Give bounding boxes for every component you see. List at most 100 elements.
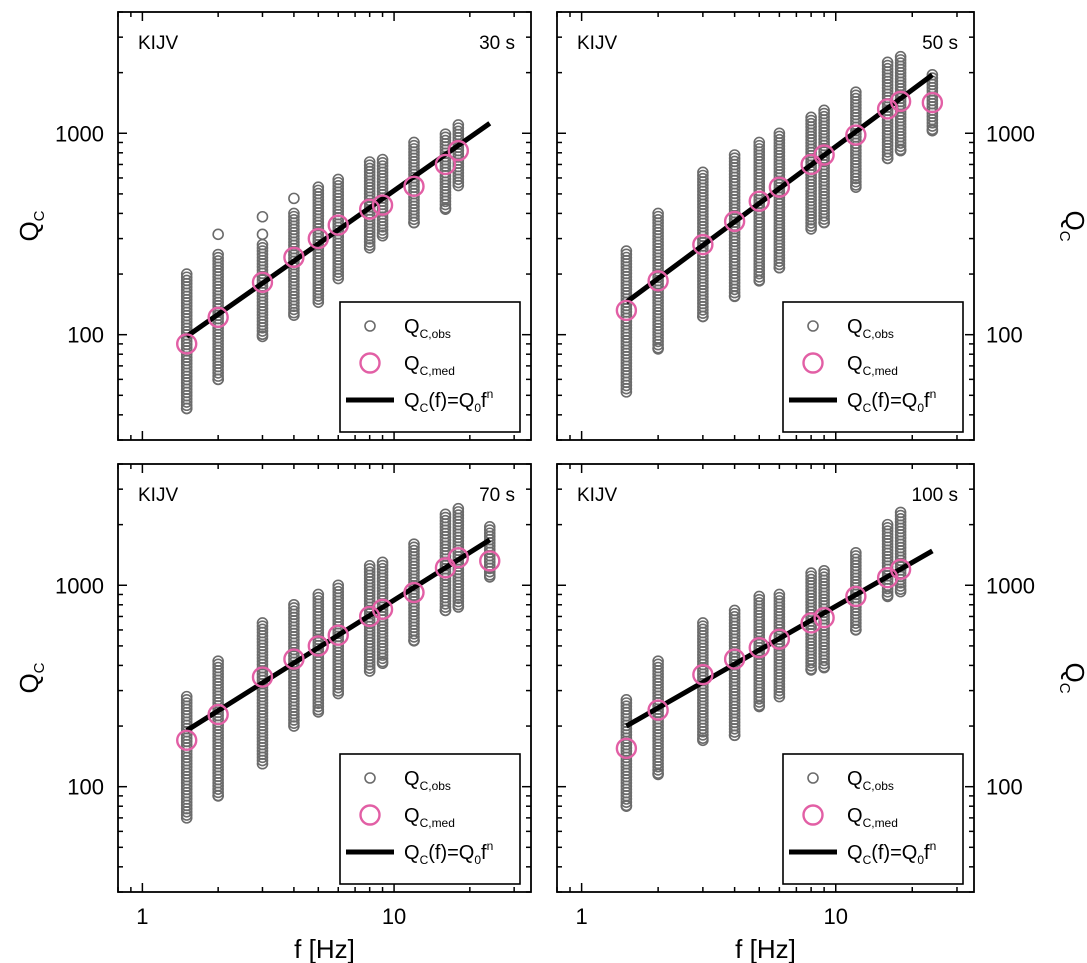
obs-point: [452, 601, 465, 613]
plot-frame: [556, 11, 975, 441]
obs-point: [439, 601, 452, 613]
median-point: [358, 198, 381, 220]
legend-label-obs: QC,obs: [404, 768, 451, 793]
legend-label-fit: QC(f)=Q0fn: [847, 387, 936, 415]
obs-point: [212, 228, 224, 241]
obs-point: [850, 620, 862, 633]
median-point: [307, 635, 330, 657]
obs-point: [312, 296, 325, 308]
median-point: [748, 190, 770, 212]
obs-point: [728, 290, 741, 303]
x-tick-label: 1: [576, 904, 588, 929]
obs-point: [332, 266, 345, 279]
obs-point: [408, 216, 420, 229]
obs-point: [697, 734, 709, 747]
obs-point: [452, 176, 465, 189]
legend-label-obs: QC,obs: [847, 316, 894, 341]
x-axis-label: f [Hz]: [735, 934, 796, 963]
obs-point: [408, 631, 420, 643]
median-point: [447, 547, 470, 569]
legend-box: [339, 301, 521, 433]
data-layer: [615, 50, 944, 398]
obs-point: [363, 665, 376, 677]
obs-point: [363, 241, 376, 254]
legend-obs-marker: [807, 320, 819, 332]
obs-point: [376, 652, 389, 665]
median-point: [327, 624, 349, 646]
median-point: [647, 699, 669, 721]
y-tick-label: 1000: [55, 121, 104, 146]
median-point: [251, 666, 274, 688]
median-point: [307, 227, 330, 250]
window-label: 30 s: [479, 33, 515, 54]
window-label: 100 s: [912, 485, 958, 506]
station-label: KIJV: [138, 33, 178, 54]
obs-point: [805, 660, 817, 672]
obs-point: [652, 768, 664, 781]
obs-point: [697, 725, 709, 738]
x-tick-label: 1: [136, 904, 148, 929]
obs-point: [212, 786, 224, 799]
obs-point: [818, 210, 830, 222]
obs-point: [850, 175, 862, 188]
legend-med-marker: [359, 352, 381, 374]
median-point: [723, 210, 746, 233]
obs-point: [376, 221, 389, 233]
obs-point: [850, 617, 862, 629]
obs-point: [753, 271, 766, 283]
median-point: [845, 124, 867, 146]
obs-point: [620, 800, 633, 813]
obs-point: [881, 149, 894, 161]
y-tick-label: 100: [986, 323, 1023, 348]
obs-point: [256, 751, 269, 764]
legend-box: [782, 301, 964, 433]
obs-point: [850, 172, 862, 185]
legend-label-med: QC,med: [404, 353, 455, 378]
obs-point: [439, 598, 452, 610]
median-point: [207, 306, 229, 328]
station-label: KIJV: [577, 485, 617, 506]
obs-point: [332, 269, 345, 282]
obs-point: [753, 693, 766, 705]
obs-point: [439, 195, 452, 208]
legend: QC,obs QC,med QC(f)=Q0fn: [339, 753, 521, 885]
obs-point: [212, 367, 224, 379]
median-point: [327, 214, 349, 236]
obs-point: [881, 582, 894, 595]
median-point: [768, 176, 791, 198]
obs-point: [312, 290, 325, 302]
legend-label-obs: QC,obs: [847, 768, 894, 793]
median-point: [371, 598, 394, 620]
obs-point: [881, 590, 894, 603]
legend-box: [339, 753, 521, 885]
obs-point: [652, 760, 664, 773]
median-point: [403, 175, 425, 198]
data-layer: [176, 502, 501, 824]
obs-point: [180, 396, 193, 408]
obs-point: [288, 309, 300, 321]
median-point: [889, 90, 912, 113]
obs-point: [926, 124, 939, 137]
obs-point: [256, 322, 269, 334]
obs-point: [312, 706, 325, 718]
obs-point: [332, 687, 345, 700]
median-point: [176, 333, 198, 355]
y-axis-label: QC: [1056, 662, 1087, 693]
obs-point: [894, 585, 907, 598]
median-point: [813, 607, 835, 629]
obs-point: [894, 144, 907, 157]
median-point: [748, 636, 770, 659]
obs-point: [805, 656, 817, 669]
obs-point: [652, 343, 664, 355]
obs-point: [256, 330, 269, 343]
obs-point: [818, 654, 830, 667]
obs-point: [881, 152, 894, 165]
obs-point: [256, 754, 269, 767]
obs-point: [773, 684, 786, 697]
obs-point: [728, 729, 741, 742]
obs-point: [408, 210, 420, 222]
obs-point: [256, 325, 269, 337]
window-label: 70 s: [479, 485, 515, 506]
